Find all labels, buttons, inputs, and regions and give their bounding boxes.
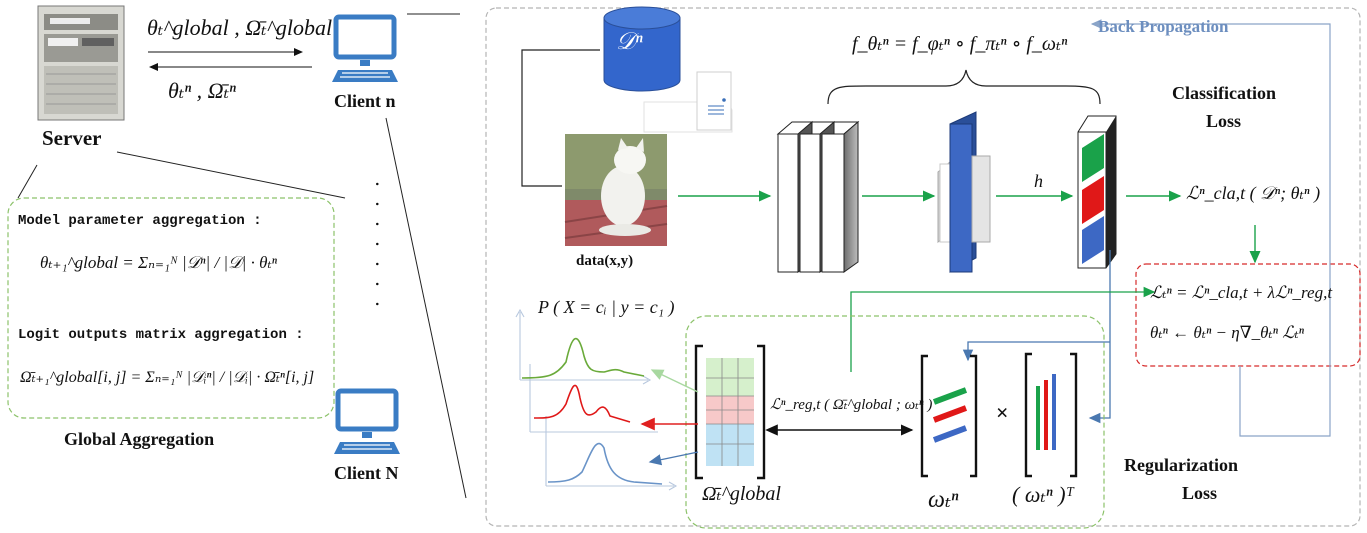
cla-loss-eq: ℒⁿ_cla,t ( 𝒟ⁿ; θₜⁿ ) xyxy=(1186,183,1321,203)
reg-loss-eq: ℒⁿ_reg,t ( Ω̄ₜ^global ; ωₜⁿ ) xyxy=(770,397,933,413)
loss-box xyxy=(1135,263,1361,367)
clients-ellipsis: . . . . . . . xyxy=(372,182,389,312)
times-symbol: × xyxy=(996,400,1009,425)
computer-icon-client-N xyxy=(334,388,400,454)
classifier-layer xyxy=(1077,115,1117,269)
database-icon xyxy=(603,6,681,92)
classification-loss-line1: Classification xyxy=(1172,83,1277,103)
server-icon xyxy=(37,5,125,121)
regularization-loss-line1: Regularization xyxy=(1124,455,1238,475)
composition-brace xyxy=(827,69,1101,105)
arrow-label-global: θₜ^global , Ω̄ₜ^global xyxy=(147,15,333,40)
dataset-label: 𝒟ⁿ xyxy=(616,29,643,55)
logit-aggregation-eq: Ω̄ₜ₊₁^global[i, j] = Σₙ₌₁ᴺ |𝒟ᵢⁿ| / |𝒟ᵢ| … xyxy=(20,369,315,386)
composition-eq: f_θₜⁿ = f_φₜⁿ ∘ f_πₜⁿ ∘ f_ωₜⁿ xyxy=(852,33,1068,55)
client-N-label: Client N xyxy=(334,463,399,483)
model-aggregation-eq: θₜ₊₁^global = Σₙ₌₁ᴺ |𝒟ⁿ| / |𝒟| · θₜⁿ xyxy=(40,253,277,272)
document-icon xyxy=(643,71,733,133)
projection-layer xyxy=(937,111,991,273)
distribution-plots xyxy=(515,308,678,491)
input-image xyxy=(564,134,668,246)
classification-loss-line2: Loss xyxy=(1206,111,1242,131)
model-aggregation-title: Model parameter aggregation : xyxy=(18,213,262,229)
client-panel xyxy=(485,7,1361,527)
regularization-box xyxy=(685,315,1105,529)
back-propagation-label: Back Propagation xyxy=(1098,17,1229,36)
aggregation-box xyxy=(7,197,335,419)
matrix-label: Ω̄ₜ^global xyxy=(702,483,781,505)
regularization-loss-line2: Loss xyxy=(1182,483,1218,503)
server-label: Server xyxy=(42,126,102,150)
global-aggregation-caption: Global Aggregation xyxy=(64,429,215,449)
omega-label: ωₜⁿ xyxy=(928,487,959,513)
omega-transpose-matrix xyxy=(1024,352,1078,478)
omega-matrix xyxy=(920,354,978,478)
omega-transpose-label: ( ωₜⁿ )ᵀ xyxy=(1012,482,1075,507)
computer-icon-client-n xyxy=(332,14,398,82)
feature-extractor-blocks xyxy=(776,120,860,273)
data-label: data(x,y) xyxy=(576,253,634,269)
logit-matrix xyxy=(694,344,766,480)
logit-aggregation-title: Logit outputs matrix aggregation : xyxy=(18,327,304,343)
arrow-label-local: θₜⁿ , Ω̄ₜⁿ xyxy=(168,78,236,103)
update-eq: θₜⁿ ← θₜⁿ − η∇_θₜⁿ ℒₜⁿ xyxy=(1150,323,1305,342)
client-n-label: Client n xyxy=(334,91,396,111)
probability-label: P ( X = cᵢ | y = c₁ ) xyxy=(538,297,675,317)
back-propagation-path xyxy=(1090,19,1331,437)
data-connector xyxy=(521,49,600,187)
total-loss-eq: ℒₜⁿ = ℒⁿ_cla,t + λℒⁿ_reg,t xyxy=(1150,283,1333,302)
h-label: h xyxy=(1034,171,1043,191)
